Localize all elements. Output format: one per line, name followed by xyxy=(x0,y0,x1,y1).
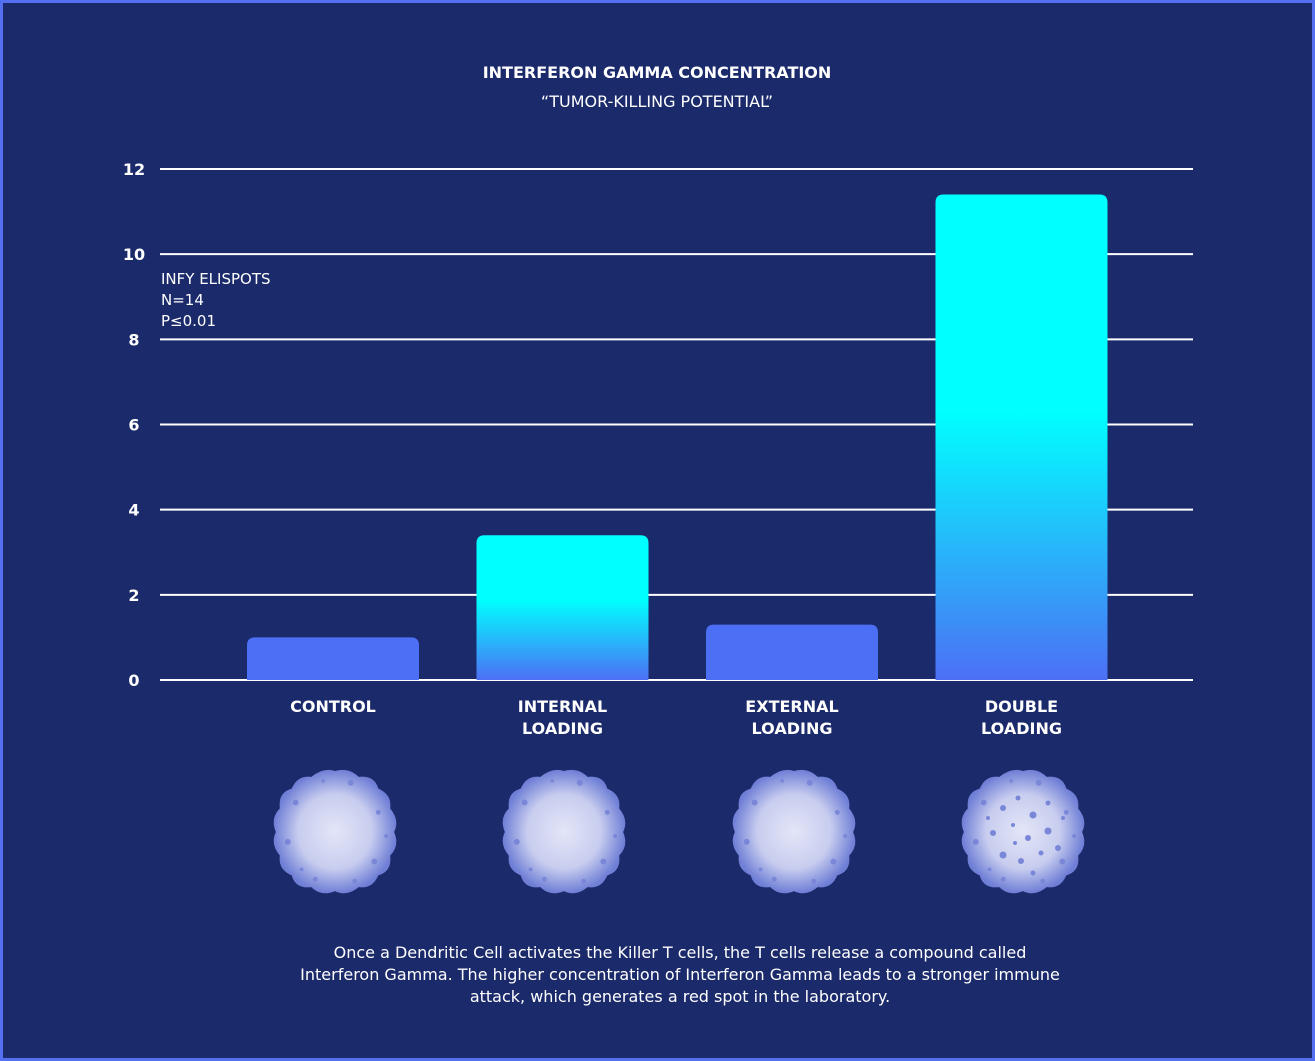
cell-image xyxy=(961,769,1085,894)
y-tick-label: 4 xyxy=(128,501,139,520)
chart-subtitle: “TUMOR-KILLING POTENTIAL” xyxy=(541,92,773,111)
bar xyxy=(706,624,878,680)
cell-image xyxy=(502,769,626,894)
bar xyxy=(247,637,419,680)
annotation-line: INFY ELISPOTS xyxy=(161,270,271,288)
x-tick-label: INTERNAL LOADING xyxy=(517,697,608,738)
annotation-line: N=14 xyxy=(161,291,204,309)
cell-image xyxy=(732,769,856,894)
y-tick-label: 0 xyxy=(128,671,139,690)
bar xyxy=(476,535,649,680)
x-tick-label: DOUBLE LOADING xyxy=(981,697,1062,738)
cell-spots xyxy=(986,795,1065,876)
y-tick-label: 2 xyxy=(128,586,139,605)
chart: INTERFERON GAMMA CONCENTRATION “TUMOR-KI… xyxy=(123,63,1193,894)
annotation: INFY ELISPOTS N=14 P≤0.01 xyxy=(161,269,271,332)
note: Once a Dendritic Cell activates the Kill… xyxy=(300,943,1060,1006)
annotation-line: P≤0.01 xyxy=(161,312,217,330)
y-tick-label: 8 xyxy=(128,330,139,349)
cell-images xyxy=(273,769,1085,894)
x-tick-label: CONTROL xyxy=(290,697,376,716)
chart-title: INTERFERON GAMMA CONCENTRATION xyxy=(483,63,832,82)
x-tick-label: EXTERNAL LOADING xyxy=(745,697,839,738)
y-tick-label: 10 xyxy=(123,245,145,264)
cell-image xyxy=(273,769,397,894)
y-tick-label: 12 xyxy=(123,160,145,179)
bar xyxy=(935,194,1108,681)
y-tick-label: 6 xyxy=(128,416,139,435)
